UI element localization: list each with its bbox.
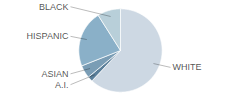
- svg-text:A.I.: A.I.: [55, 80, 69, 90]
- svg-text:WHITE: WHITE: [173, 62, 202, 72]
- svg-text:BLACK: BLACK: [39, 2, 69, 12]
- svg-text:ASIAN: ASIAN: [41, 69, 68, 79]
- svg-text:HISPANIC: HISPANIC: [27, 31, 69, 41]
